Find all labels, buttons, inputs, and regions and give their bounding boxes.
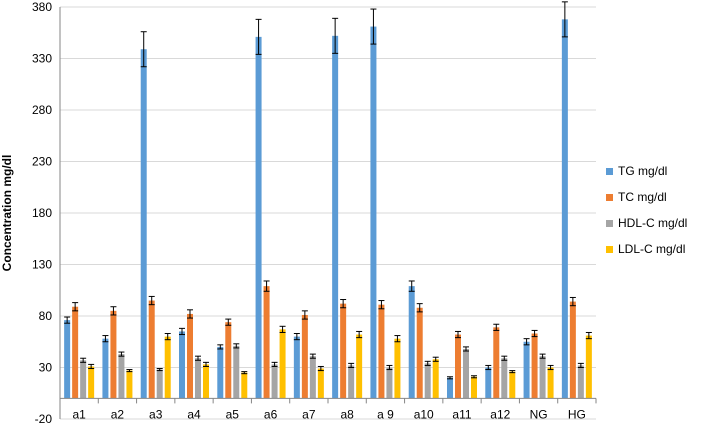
bar: [255, 36, 262, 399]
bar: [102, 338, 109, 399]
bar: [148, 300, 155, 399]
bar: [485, 367, 492, 399]
y-tick-label: 30: [39, 361, 53, 375]
x-tick-label: a6: [264, 407, 278, 421]
y-axis-title: Concentration mg/dl: [0, 155, 14, 272]
x-tick-labels: a1 a2 a3 a4 a5 a6 a7 a8 a 9 a10 a11 a12 NG HG: [72, 407, 585, 421]
bar: [547, 367, 554, 399]
bar: [569, 301, 576, 399]
bar: [140, 49, 147, 399]
bar: [187, 313, 193, 399]
bar: [279, 329, 286, 399]
x-tick-label: a5: [226, 407, 240, 421]
x-tick-label: a10: [414, 407, 434, 421]
legend: TG mg/dl TC mg/dl HDL-C mg/dl LDL-C mg/dl: [606, 164, 687, 256]
bar: [156, 369, 163, 399]
bar: [195, 358, 201, 399]
legend-label: TC mg/dl: [618, 190, 667, 204]
bar: [455, 334, 461, 399]
legend-swatch: [606, 220, 613, 227]
bar: [309, 356, 316, 399]
bar: [317, 368, 324, 399]
y-tick-label: 180: [32, 206, 52, 220]
bar: [164, 336, 171, 399]
legend-swatch: [606, 194, 613, 201]
y-tick-label: 330: [32, 52, 52, 66]
x-tick-label: a4: [187, 407, 201, 421]
bar: [386, 367, 393, 399]
bar: [539, 356, 546, 399]
y-tick-label: -20: [35, 412, 53, 425]
legend-label: HDL-C mg/dl: [618, 216, 687, 230]
gridlines: [60, 6, 596, 420]
bar: [225, 322, 232, 399]
y-tick-label: 230: [32, 155, 52, 169]
y-tick-label: 280: [32, 103, 52, 117]
bar: [356, 334, 363, 399]
bar: [493, 327, 500, 399]
bar: [340, 303, 347, 399]
bar: [416, 307, 423, 399]
legend-swatch: [606, 168, 613, 175]
bar: [332, 35, 339, 399]
x-tick-label: HG: [568, 407, 586, 421]
axes: [59, 7, 597, 419]
bar: [424, 363, 431, 399]
bar: [432, 359, 439, 399]
bar: [463, 348, 469, 399]
bar: [179, 331, 185, 399]
bar: [118, 354, 125, 399]
x-tick-label: a 9: [377, 407, 394, 421]
y-tick-labels: -20 30 80 130 180 230 280 330 380: [32, 0, 52, 425]
x-tick-label: NG: [530, 407, 548, 421]
bar: [80, 360, 87, 399]
bar: [378, 304, 385, 399]
bar: [531, 333, 538, 399]
bar: [64, 320, 71, 399]
bar: [501, 358, 508, 399]
bar: [271, 364, 278, 399]
y-tick-label: 80: [39, 309, 53, 323]
bar: [408, 286, 415, 399]
y-tick-label: 380: [32, 0, 52, 14]
bar: [447, 377, 453, 399]
bar: [88, 366, 95, 399]
bar: [72, 306, 79, 399]
bar: [293, 336, 300, 399]
x-tick-label: a12: [490, 407, 510, 421]
bar: [203, 364, 209, 399]
bar: [523, 341, 530, 399]
bar: [370, 26, 377, 399]
legend-label: LDL-C mg/dl: [618, 242, 685, 256]
bar: [233, 345, 240, 399]
bar: [561, 19, 568, 399]
legend-label: TG mg/dl: [618, 164, 667, 178]
bar: [301, 314, 308, 399]
bar: [263, 286, 270, 399]
legend-swatch: [606, 246, 613, 253]
bar: [577, 365, 584, 399]
y-tick-label: 130: [32, 258, 52, 272]
bar: [241, 372, 248, 399]
bar: [126, 370, 133, 399]
x-tick-label: a3: [149, 407, 163, 421]
x-tick-label: a1: [72, 407, 86, 421]
x-tick-label: a8: [340, 407, 354, 421]
bar: [348, 365, 355, 399]
bar: [217, 346, 224, 399]
bar: [394, 338, 401, 399]
bar: [471, 376, 477, 399]
bar: [110, 310, 117, 399]
x-tick-label: a7: [302, 407, 316, 421]
bars: [64, 1, 592, 399]
bar: [509, 371, 516, 399]
x-tick-label: a2: [111, 407, 125, 421]
x-tick-label: a11: [452, 407, 471, 421]
bar: [585, 335, 592, 399]
